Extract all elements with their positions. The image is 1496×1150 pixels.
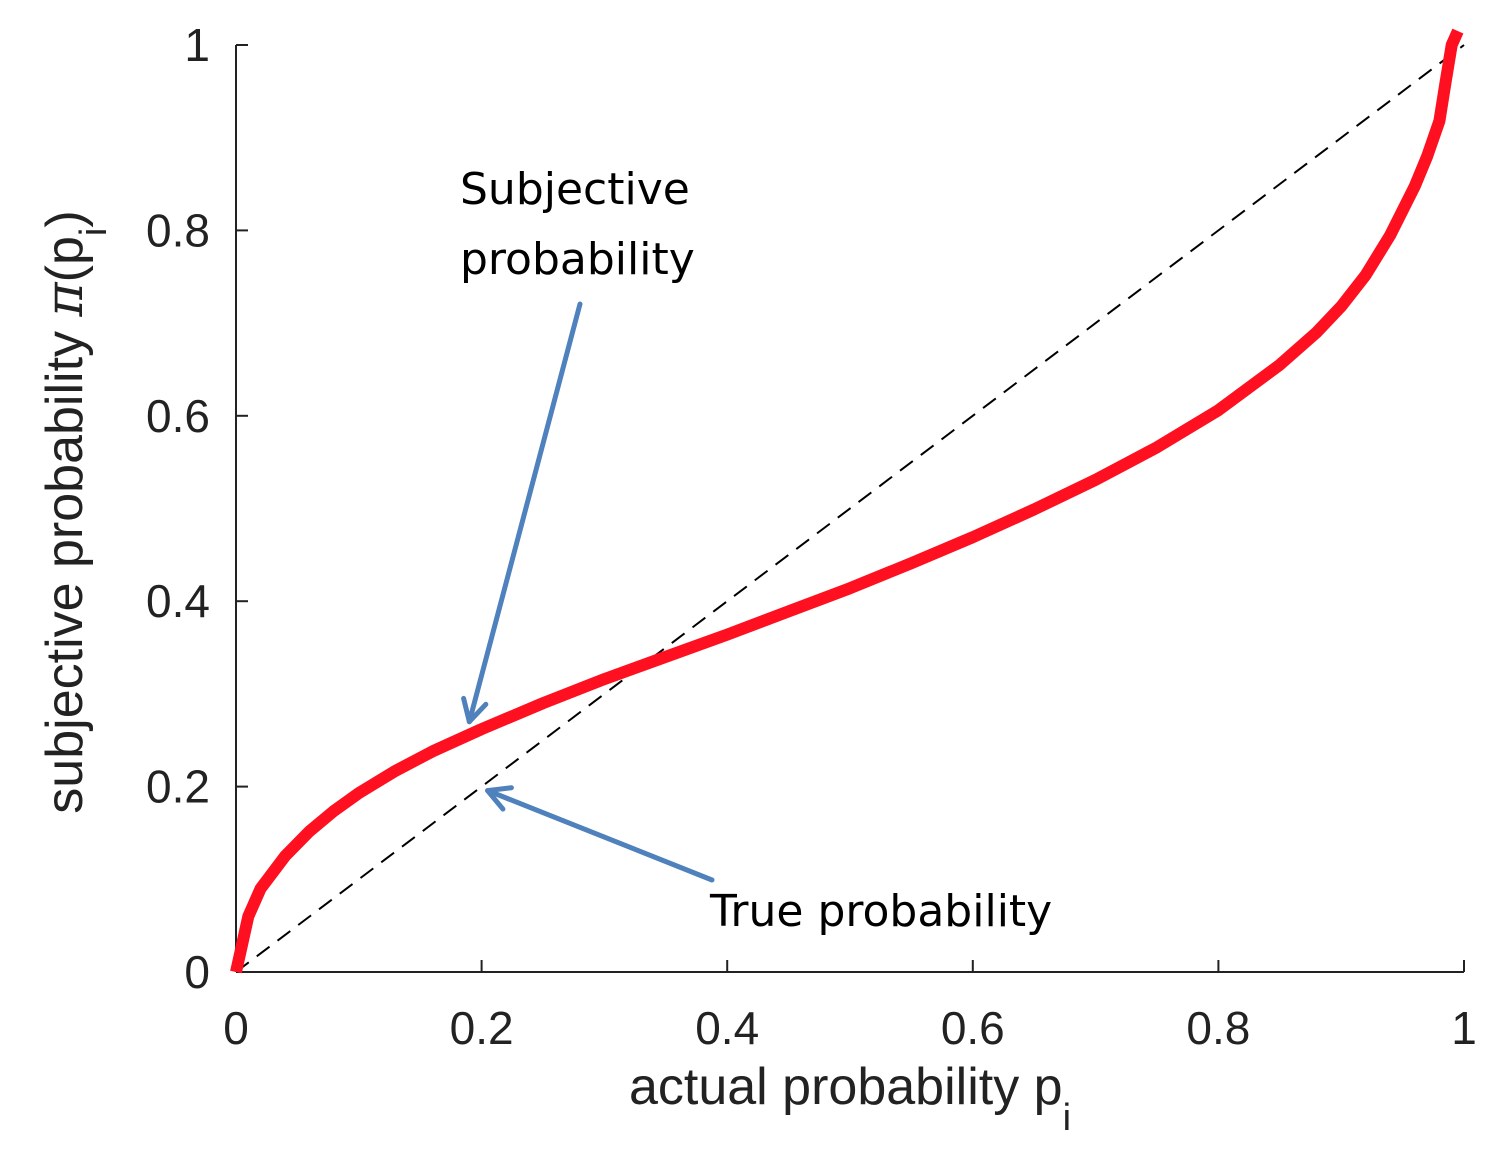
x-tick-label: 0.2	[450, 1002, 514, 1054]
subjective-probability-label: probability	[460, 234, 695, 285]
subjective-probability-label: Subjective	[460, 164, 690, 215]
y-tick-label: 0.2	[146, 761, 210, 813]
x-tick-label: 0.6	[941, 1002, 1005, 1054]
y-axis-title-main: subjective probability	[36, 317, 94, 814]
axes	[235, 45, 1464, 973]
x-tick-label: 0.8	[1186, 1002, 1250, 1054]
x-tick-label: 1	[1451, 1002, 1477, 1054]
y-axis-title: subjective probability π(pi)	[35, 210, 115, 813]
y-axis-title-close: )	[36, 210, 94, 227]
x-tick-labels: 0 0.2 0.4 0.6 0.8 1	[223, 1002, 1477, 1054]
true-probability-line	[235, 44, 1465, 973]
y-axis-title-symbol: π	[35, 282, 95, 318]
y-axis-title-open: (p	[36, 236, 94, 282]
x-axis-title-main: actual probability p	[629, 1058, 1063, 1116]
x-tick-label: 0	[223, 1002, 249, 1054]
subjective-probability-curve	[230, 28, 1464, 974]
y-axis-title-subscript: i	[73, 228, 115, 236]
x-axis-title: actual probability pi	[629, 1058, 1071, 1139]
y-tick-label: 0.8	[146, 204, 210, 256]
x-axis-title-subscript: i	[1063, 1097, 1071, 1139]
true-probability-arrow	[485, 785, 715, 883]
y-tick-labels: 0 0.2 0.4 0.6 0.8 1	[146, 19, 210, 998]
y-tick-label: 1	[184, 19, 210, 71]
tick-marks	[235, 44, 1465, 973]
y-tick-label: 0	[184, 946, 210, 998]
series-layer	[230, 28, 1465, 974]
y-tick-label: 0.4	[146, 575, 210, 627]
x-tick-label: 0.4	[695, 1002, 759, 1054]
true-probability-label: True probability	[709, 886, 1052, 937]
annotations: Subjective probability True probability	[460, 164, 1052, 937]
y-tick-label: 0.6	[146, 390, 210, 442]
subjective-probability-arrow	[461, 301, 583, 725]
